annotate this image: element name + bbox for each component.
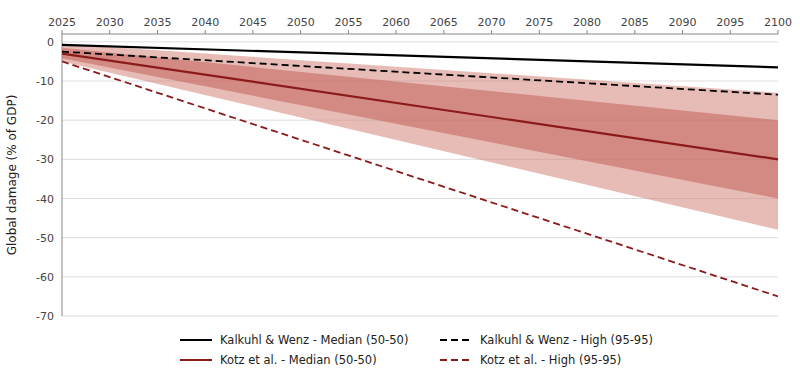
y-tick-label: -20 <box>36 114 54 127</box>
x-tick <box>348 30 349 34</box>
x-tick-label: 2045 <box>239 16 267 29</box>
x-tick <box>587 30 588 34</box>
series-line <box>62 61 778 296</box>
y-tick-label: 0 <box>47 36 54 49</box>
x-tick <box>539 30 540 34</box>
x-tick-label: 2065 <box>430 16 458 29</box>
legend-label: Kotz et al. - High (95-95) <box>480 353 621 367</box>
band <box>62 44 778 230</box>
y-tick-label: -50 <box>36 232 54 245</box>
x-tick <box>205 30 206 34</box>
x-tick <box>300 30 301 34</box>
x-tick <box>682 30 683 34</box>
y-tick-label: -40 <box>36 193 54 206</box>
x-tick-label: 2070 <box>478 16 506 29</box>
legend: Kalkuhl & Wenz - Median (50-50) Kotz et a… <box>180 333 653 367</box>
legend-label: Kotz et al. - Median (50-50) <box>220 353 377 367</box>
x-tick <box>778 30 779 34</box>
series-line <box>62 52 778 95</box>
x-tick-label: 2055 <box>334 16 362 29</box>
x-tick <box>252 30 253 34</box>
x-tick-label: 2085 <box>621 16 649 29</box>
x-tick <box>730 30 731 34</box>
x-tick <box>157 30 158 34</box>
x-tick <box>634 30 635 34</box>
grid-line <box>62 41 778 42</box>
x-tick-label: 2090 <box>669 16 697 29</box>
x-tick-label: 2075 <box>525 16 553 29</box>
x-tick-label: 2050 <box>287 16 315 29</box>
x-tick-label: 2100 <box>764 16 792 29</box>
legend-label: Kalkuhl & Wenz - High (95-95) <box>480 333 653 347</box>
x-tick <box>109 30 110 34</box>
x-tick-label: 2060 <box>382 16 410 29</box>
y-tick-label: -70 <box>36 310 54 323</box>
x-axis-line <box>62 34 778 35</box>
y-axis-line <box>62 34 63 316</box>
series-line <box>62 45 778 67</box>
y-axis-label: Global damage (% of GDP) <box>5 95 19 256</box>
y-tick-label: -60 <box>36 271 54 284</box>
grid-line <box>62 276 778 277</box>
legend-swatch <box>440 359 472 361</box>
x-tick-label: 2095 <box>716 16 744 29</box>
chart: 0 -10 -20 -30 -40 -50 -60 -70 2025 2030 2035 2040 20… <box>0 0 800 388</box>
legend-label: Kalkuhl & Wenz - Median (50-50) <box>220 333 408 347</box>
series-line <box>62 54 778 160</box>
legend-swatch <box>440 339 472 341</box>
y-tick-label: -30 <box>36 153 54 166</box>
marks <box>62 44 778 297</box>
band <box>62 48 778 199</box>
y-tick-label: -10 <box>36 75 54 88</box>
x-tick-label: 2025 <box>48 16 76 29</box>
x-tick-label: 2080 <box>573 16 601 29</box>
grid-line <box>62 316 778 317</box>
x-tick-label: 2035 <box>143 16 171 29</box>
x-tick <box>396 30 397 34</box>
x-tick-label: 2040 <box>191 16 219 29</box>
x-tick-label: 2030 <box>96 16 124 29</box>
x-tick <box>491 30 492 34</box>
grid <box>62 42 778 316</box>
x-tick <box>443 30 444 34</box>
grid-line <box>62 237 778 238</box>
x-tick <box>62 30 63 34</box>
legend-swatch <box>180 359 212 361</box>
legend-swatch <box>180 339 212 341</box>
